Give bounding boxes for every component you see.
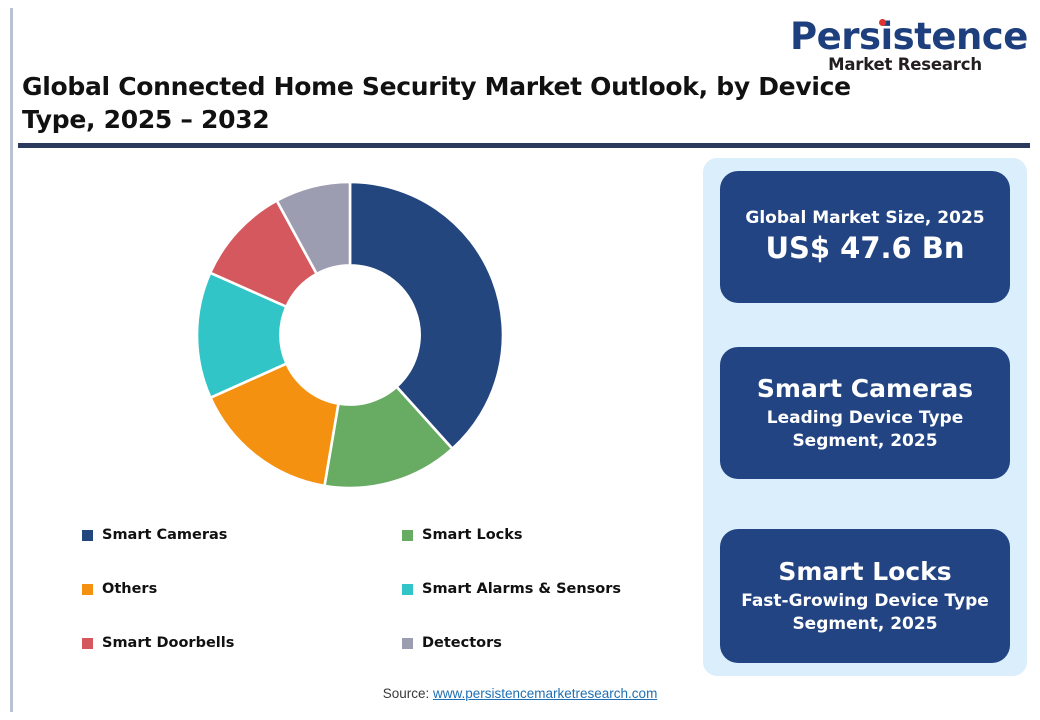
legend-item-label: Detectors — [422, 635, 502, 651]
market-size-label: Global Market Size, 2025 — [745, 207, 985, 228]
legend-item-smart-doorbells[interactable]: Smart Doorbells — [82, 635, 402, 651]
legend-item-label: Smart Doorbells — [102, 635, 235, 651]
leading-segment-desc-line2: Segment, 2025 — [792, 430, 938, 451]
legend-item-others[interactable]: Others — [82, 581, 402, 597]
fast-growing-segment-desc-line2: Segment, 2025 — [792, 613, 938, 634]
legend-swatch-icon — [82, 583, 93, 595]
legend-item-smart-alarms-sensors[interactable]: Smart Alarms & Sensors — [402, 581, 682, 597]
logo-wordmark: Persistence — [790, 18, 1028, 55]
legend-item-label: Smart Alarms & Sensors — [422, 581, 622, 597]
legend-swatch-icon — [82, 637, 93, 649]
legend-item-detectors[interactable]: Detectors — [402, 635, 682, 651]
leading-segment-name: Smart Cameras — [756, 374, 974, 404]
source-link[interactable]: www.persistencemarketresearch.com — [432, 686, 658, 701]
legend-swatch-icon — [402, 637, 413, 649]
legend-item-label: Others — [102, 581, 158, 597]
highlight-card-fast-growing-segment: Smart Locks Fast-Growing Device Type Seg… — [720, 529, 1010, 663]
leading-segment-desc-line1: Leading Device Type — [766, 408, 964, 429]
fast-growing-segment-name: Smart Locks — [778, 557, 952, 587]
fast-growing-segment-desc-line1: Fast-Growing Device Type — [741, 591, 989, 612]
left-border-rule — [10, 8, 13, 712]
source-line: Source: www.persistencemarketresearch.co… — [0, 686, 1040, 701]
logo-tagline: Market Research — [828, 55, 982, 74]
company-logo: Persistence Market Research — [790, 18, 1028, 74]
donut-chart-svg — [195, 180, 505, 490]
legend-swatch-icon — [402, 583, 413, 595]
legend-item-smart-cameras[interactable]: Smart Cameras — [82, 527, 402, 543]
legend-swatch-icon — [402, 529, 413, 541]
page-title: Global Connected Home Security Market Ou… — [22, 72, 851, 134]
legend-item-smart-locks[interactable]: Smart Locks — [402, 527, 682, 543]
highlights-panel: Global Market Size, 2025 US$ 47.6 Bn Sma… — [703, 158, 1027, 676]
donut-chart — [150, 165, 550, 505]
chart-legend: Smart Cameras Smart Locks Others Smart Alar… — [82, 508, 682, 670]
market-size-value: US$ 47.6 Bn — [765, 231, 965, 266]
highlight-card-leading-segment: Smart Cameras Leading Device Type Segmen… — [720, 347, 1010, 479]
legend-item-label: Smart Locks — [422, 527, 523, 543]
legend-swatch-icon — [82, 529, 93, 541]
highlight-card-market-size: Global Market Size, 2025 US$ 47.6 Bn — [720, 171, 1010, 303]
legend-item-label: Smart Cameras — [102, 527, 228, 543]
donut-slice-detectors[interactable] — [274, 180, 352, 276]
donut-slice-others[interactable] — [208, 361, 340, 488]
logo-accent-dot-icon — [879, 19, 886, 26]
logo-wordmark-text: Persistence — [790, 15, 1028, 58]
title-divider — [18, 143, 1030, 148]
source-label: Source: — [382, 686, 430, 701]
donut-slice-smart-cameras[interactable] — [348, 180, 505, 451]
